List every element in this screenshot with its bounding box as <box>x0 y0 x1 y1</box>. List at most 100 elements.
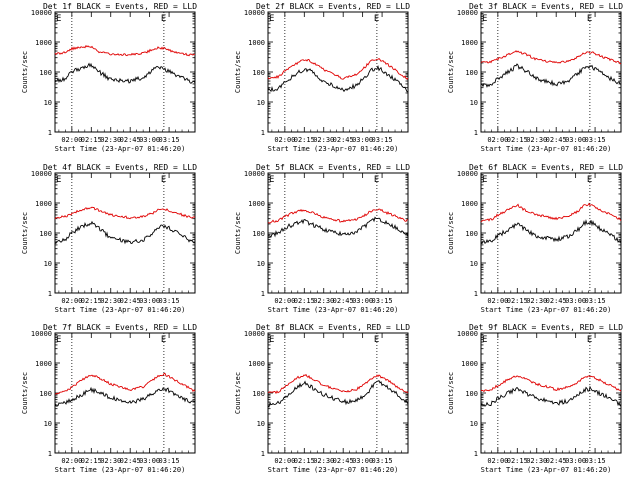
x-tick-label: 02:30 <box>100 136 121 144</box>
events-series-line <box>480 385 622 408</box>
y-tick-label: 10000 <box>244 9 265 17</box>
x-tick-label: 02:30 <box>526 297 547 305</box>
x-axis-label: Start Time (23-Apr-07 01:46:20) <box>55 145 186 153</box>
x-tick-label: 03:15 <box>159 297 180 305</box>
x-tick-label: 02:00 <box>61 297 82 305</box>
y-tick-label: 100 <box>39 390 52 398</box>
plot-frame <box>480 11 622 133</box>
y-axis-label: Counts/sec <box>21 51 29 93</box>
x-tick-label: 02:15 <box>507 457 528 465</box>
marker-label-e: E <box>482 175 487 185</box>
marker-label-e: E <box>269 175 274 185</box>
x-tick-label: 03:00 <box>139 297 160 305</box>
y-tick-label: 1000 <box>461 39 478 47</box>
panel-title: Det 9f BLACK = Events, RED = LLD <box>469 323 623 332</box>
panel-title: Det 2f BLACK = Events, RED = LLD <box>256 2 410 11</box>
x-axis-label: Start Time (23-Apr-07 01:46:20) <box>481 145 612 153</box>
x-tick-label: 02:15 <box>81 297 102 305</box>
x-tick-label: 02:00 <box>274 457 295 465</box>
y-axis-label: Counts/sec <box>447 51 455 93</box>
x-tick-label: 03:15 <box>372 457 393 465</box>
x-tick-label: 02:15 <box>81 457 102 465</box>
x-tick-label: 02:45 <box>546 457 567 465</box>
y-tick-label: 1000 <box>35 360 52 368</box>
y-tick-label: 10 <box>257 420 265 428</box>
plot-frame <box>267 172 409 294</box>
y-tick-label: 1 <box>474 450 478 458</box>
x-tick-label: 03:15 <box>159 457 180 465</box>
x-tick-label: 02:00 <box>487 457 508 465</box>
marker-label-e: E <box>587 14 592 24</box>
x-tick-label: 02:45 <box>120 297 141 305</box>
detector-panel-4: Det 4f BLACK = Events, RED = LLD 1 10 100 10… <box>21 163 197 314</box>
y-tick-label: 1000 <box>248 200 265 208</box>
x-tick-label: 03:00 <box>352 457 373 465</box>
y-tick-label: 100 <box>39 230 52 238</box>
x-tick-label: 02:15 <box>507 297 528 305</box>
marker-label-e: E <box>161 335 166 345</box>
x-tick-label: 02:00 <box>487 297 508 305</box>
x-axis-label: Start Time (23-Apr-07 01:46:20) <box>268 306 399 314</box>
detector-panel-5: Det 5f BLACK = Events, RED = LLD 1 10 100 10… <box>234 163 410 314</box>
y-tick-label: 100 <box>252 69 265 77</box>
x-tick-label: 02:15 <box>507 136 528 144</box>
plot-frame <box>480 172 622 294</box>
panel-title: Det 6f BLACK = Events, RED = LLD <box>469 163 623 172</box>
y-tick-label: 1000 <box>461 360 478 368</box>
lld-series-line <box>267 208 409 224</box>
y-tick-label: 1 <box>48 290 52 298</box>
marker-label-e: E <box>587 335 592 345</box>
x-tick-label: 02:45 <box>120 136 141 144</box>
x-tick-label: 02:30 <box>100 457 121 465</box>
x-tick-label: 02:15 <box>81 136 102 144</box>
plot-frame <box>480 332 622 454</box>
x-tick-label: 02:00 <box>487 136 508 144</box>
marker-label-e: E <box>587 175 592 185</box>
panel-title: Det 3f BLACK = Events, RED = LLD <box>469 2 623 11</box>
y-tick-label: 10000 <box>457 170 478 178</box>
x-tick-label: 03:15 <box>585 457 606 465</box>
x-tick-label: 03:00 <box>139 136 160 144</box>
detector-panel-9: Det 9f BLACK = Events, RED = LLD 1 10 100 10… <box>447 323 623 474</box>
marker-label-e: E <box>56 14 61 24</box>
y-tick-label: 10 <box>470 420 478 428</box>
marker-label-e: E <box>56 175 61 185</box>
events-series-line <box>267 216 409 238</box>
detector-panel-7: Det 7f BLACK = Events, RED = LLD 1 10 100 10… <box>21 323 197 474</box>
y-tick-label: 10000 <box>31 330 52 338</box>
y-tick-label: 10 <box>470 99 478 107</box>
y-tick-label: 100 <box>465 390 478 398</box>
y-tick-label: 1000 <box>35 39 52 47</box>
events-series-line <box>267 380 409 408</box>
lld-series-line <box>267 373 409 395</box>
y-tick-label: 10000 <box>457 9 478 17</box>
marker-label-e: E <box>269 14 274 24</box>
lld-series-line <box>54 44 196 57</box>
detector-panel-6: Det 6f BLACK = Events, RED = LLD 1 10 100 10… <box>447 163 623 314</box>
detector-panel-1: Det 1f BLACK = Events, RED = LLD 1 10 100 10… <box>21 2 197 153</box>
x-tick-label: 03:00 <box>352 297 373 305</box>
x-axis-label: Start Time (23-Apr-07 01:46:20) <box>268 145 399 153</box>
x-tick-label: 02:15 <box>294 457 315 465</box>
x-tick-label: 03:00 <box>139 457 160 465</box>
y-tick-label: 10000 <box>31 170 52 178</box>
lld-series-line <box>480 50 622 65</box>
x-tick-label: 03:15 <box>585 297 606 305</box>
lld-series-line <box>480 202 622 223</box>
plot-frame <box>267 11 409 133</box>
y-tick-label: 1 <box>474 290 478 298</box>
y-tick-label: 10000 <box>244 330 265 338</box>
panel-title: Det 1f BLACK = Events, RED = LLD <box>43 2 197 11</box>
y-axis-label: Counts/sec <box>234 51 242 93</box>
plot-frame <box>54 332 196 454</box>
x-tick-label: 02:45 <box>333 297 354 305</box>
x-tick-label: 02:30 <box>100 297 121 305</box>
x-tick-label: 02:15 <box>294 297 315 305</box>
y-tick-label: 10 <box>44 99 52 107</box>
y-axis-label: Counts/sec <box>447 212 455 254</box>
y-axis-label: Counts/sec <box>447 372 455 414</box>
lld-series-line <box>54 206 196 220</box>
y-tick-label: 10000 <box>244 170 265 178</box>
y-tick-label: 10 <box>470 260 478 268</box>
